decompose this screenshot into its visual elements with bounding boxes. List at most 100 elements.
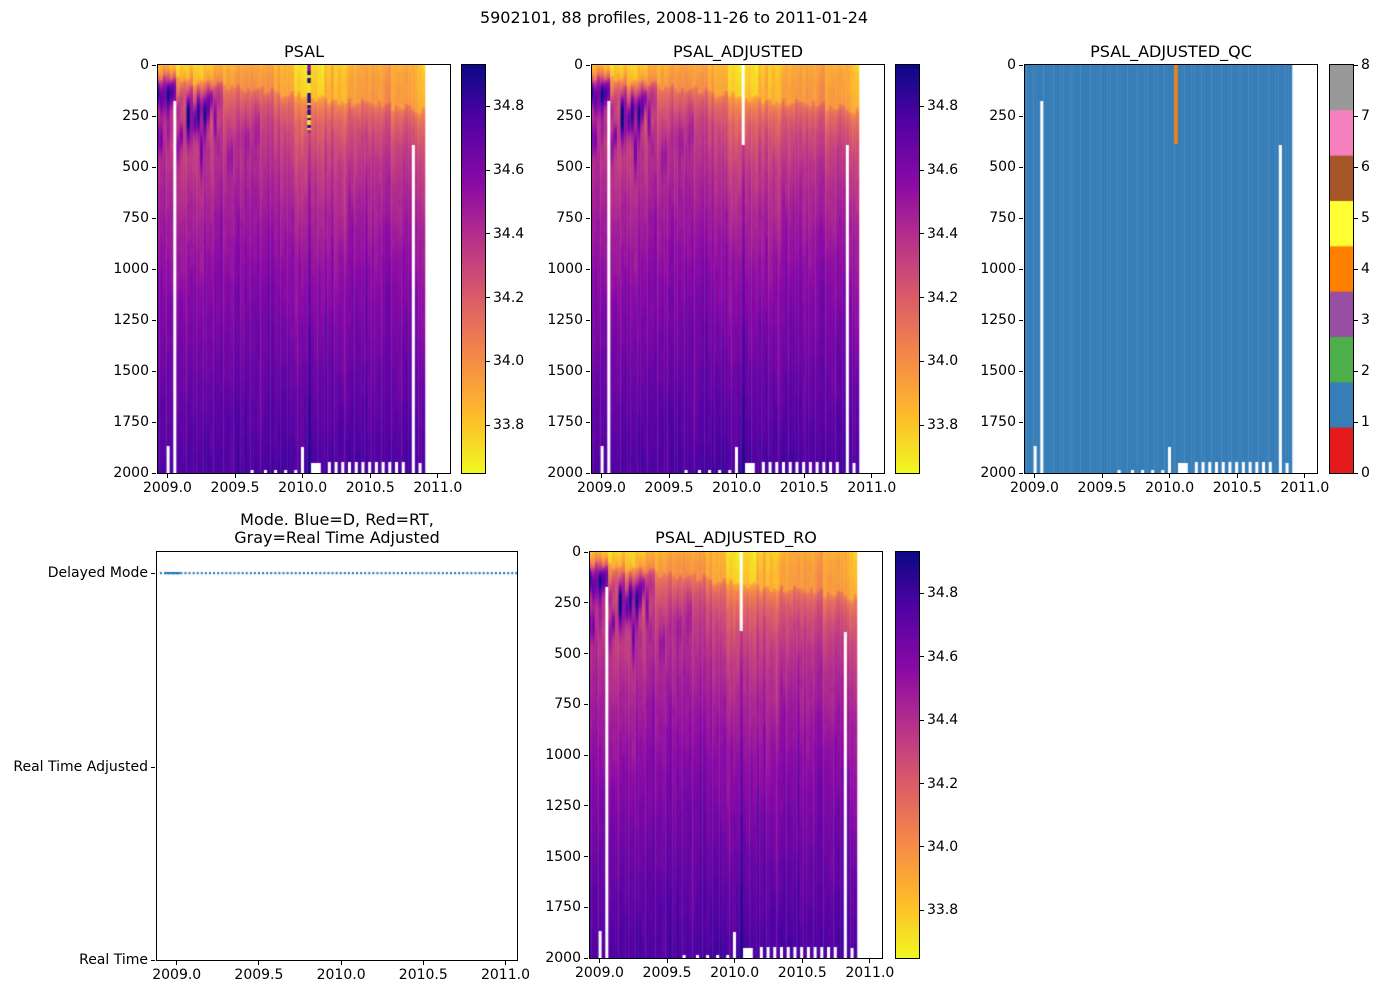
y-tick-label: Real Time Adjusted (13, 759, 148, 775)
y-tick-mark (151, 572, 155, 574)
colorbar-tick-label: 34.8 (927, 585, 959, 602)
psal-heatmap-canvas (158, 65, 450, 473)
psal-adjusted-ro-title: PSAL_ADJUSTED_RO (655, 528, 817, 547)
y-tick-label: Delayed Mode (47, 565, 148, 581)
y-tick-mark (1019, 115, 1023, 117)
psal-adjusted-ro-heatmap-canvas (590, 552, 882, 958)
colorbar-tick-mark (1354, 268, 1358, 270)
psal-adjusted-ro-colorbar-canvas (896, 552, 919, 958)
y-tick-mark (584, 703, 588, 705)
colorbar-tick-label: 0 (1361, 465, 1370, 481)
y-tick-mark (584, 856, 588, 857)
psal-colorbar-canvas (462, 65, 485, 473)
colorbar-tick-mark (920, 846, 924, 848)
y-tick-mark (586, 370, 590, 372)
y-tick-label: 1250 (547, 312, 583, 328)
x-tick-mark (734, 959, 736, 963)
y-tick-mark (584, 602, 588, 604)
x-tick-label: 2010.0 (278, 480, 328, 496)
y-tick-mark (586, 319, 590, 321)
y-tick-label: 500 (554, 645, 581, 662)
x-tick-mark (1304, 474, 1306, 478)
x-tick-label: 2010.5 (1212, 480, 1262, 496)
x-tick-label: 2009.5 (210, 480, 260, 496)
y-tick-label: 750 (989, 210, 1016, 226)
x-tick-label: 2010.0 (712, 480, 762, 496)
colorbar-tick-label: 4 (1361, 261, 1370, 277)
y-tick-mark (152, 370, 156, 372)
y-tick-label: 1750 (980, 414, 1016, 430)
psal-title: PSAL (284, 42, 324, 61)
colorbar-tick-mark (486, 297, 490, 299)
psal-colorbar (461, 64, 486, 474)
colorbar-tick-mark (486, 424, 490, 426)
colorbar-tick-label: 6 (1361, 159, 1370, 175)
x-tick-label: 2010.5 (777, 965, 827, 981)
x-tick-label: 2010.5 (345, 480, 395, 496)
colorbar-tick-label: 33.8 (927, 902, 959, 919)
x-tick-mark (801, 959, 803, 963)
mode-plot-title-line1: Mode. Blue=D, Red=RT, (240, 510, 434, 529)
colorbar-tick-mark (920, 105, 924, 107)
x-tick-label: 2009.5 (644, 480, 694, 496)
x-tick-label: 2010.5 (779, 480, 829, 496)
x-tick-label: 2009.0 (574, 965, 624, 981)
x-tick-label: 2010.0 (1145, 480, 1195, 496)
x-tick-label: 2009.5 (642, 965, 692, 981)
psal-plot-frame (157, 64, 451, 474)
psal-adjusted-qc-heatmap-canvas (1025, 65, 1317, 473)
x-tick-mark (422, 961, 424, 965)
y-tick-mark (1019, 64, 1023, 66)
colorbar-tick-label: 34.8 (927, 98, 959, 115)
x-tick-mark (1169, 474, 1171, 478)
y-tick-mark (1019, 370, 1023, 372)
y-tick-mark (152, 64, 156, 66)
y-tick-mark (584, 957, 588, 959)
x-tick-label: 2010.0 (316, 967, 366, 983)
psal-adjusted-colorbar-canvas (896, 65, 919, 473)
colorbar-tick-label: 34.0 (927, 838, 959, 855)
y-tick-mark (1019, 421, 1023, 423)
psal-adjusted-ro-plot-frame (589, 551, 883, 959)
y-tick-label: 0 (140, 57, 149, 73)
colorbar-tick-label: 34.2 (927, 775, 959, 792)
psal-adjusted-title: PSAL_ADJUSTED (672, 42, 804, 61)
colorbar-tick-label: 34.4 (927, 225, 959, 242)
x-tick-label: 2011.0 (845, 965, 895, 981)
y-tick-label: 0 (574, 57, 583, 73)
y-tick-label: 0 (1007, 57, 1016, 73)
y-tick-mark (586, 268, 590, 270)
y-tick-mark (584, 906, 588, 908)
x-tick-mark (1033, 474, 1035, 478)
colorbar-tick-mark (1354, 421, 1358, 423)
colorbar-tick-label: 34.6 (493, 162, 525, 179)
x-tick-mark (668, 474, 670, 478)
y-tick-label: 250 (122, 108, 149, 124)
x-tick-label: 2009.0 (1009, 480, 1059, 496)
psal-adjusted-ro-colorbar (895, 551, 920, 959)
x-tick-mark (1101, 474, 1103, 478)
x-tick-mark (504, 961, 506, 965)
colorbar-tick-mark (1354, 217, 1358, 219)
x-tick-mark (340, 961, 342, 965)
colorbar-tick-mark (486, 233, 490, 235)
colorbar-tick-mark (920, 169, 924, 171)
y-tick-mark (152, 166, 156, 168)
y-tick-mark (1019, 166, 1023, 168)
colorbar-tick-mark (920, 719, 924, 721)
y-tick-label: 1750 (113, 414, 149, 430)
y-tick-label: 1250 (545, 797, 581, 814)
x-tick-label: 2009.0 (152, 967, 202, 983)
colorbar-tick-mark (920, 592, 924, 594)
x-tick-mark (369, 474, 371, 478)
y-tick-mark (584, 805, 588, 807)
mode-plot-title: Mode. Blue=D, Red=RT, Gray=Real Time Adj… (234, 511, 440, 547)
colorbar-tick-label: 34.8 (493, 98, 525, 115)
y-tick-label: 1500 (547, 363, 583, 379)
colorbar-tick-mark (1354, 166, 1358, 168)
x-tick-label: 2011.0 (1280, 480, 1330, 496)
psal-adjusted-qc-plot-frame (1024, 64, 1318, 474)
mode-plot-title-line2: Gray=Real Time Adjusted (234, 528, 440, 547)
y-tick-mark (152, 268, 156, 270)
colorbar-tick-label: 8 (1361, 57, 1370, 73)
